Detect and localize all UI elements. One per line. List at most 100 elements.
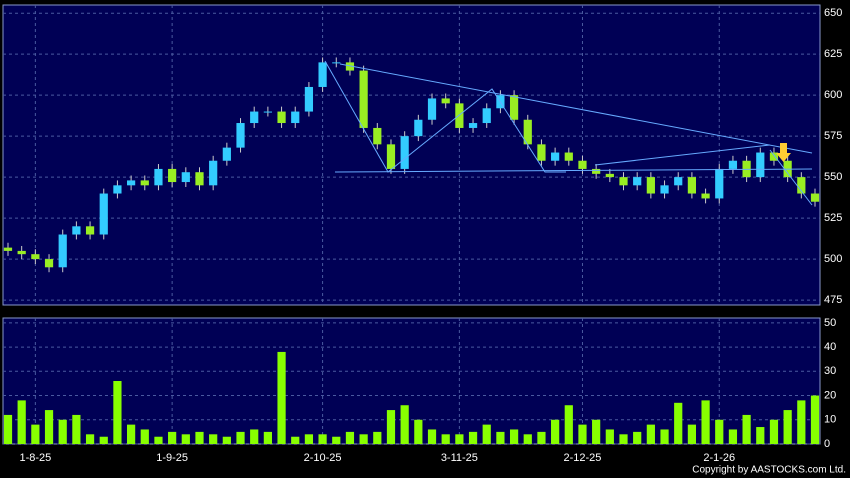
trend-line <box>339 63 813 154</box>
y-tick-label: 10 <box>824 414 836 426</box>
volume-bar <box>660 429 669 444</box>
volume-bar <box>263 431 272 444</box>
candle-body <box>58 234 67 268</box>
x-tick-label: 2-12-25 <box>564 452 602 464</box>
volume-bar <box>3 414 13 444</box>
y-tick-label: 650 <box>824 7 842 19</box>
candle-body <box>674 177 683 186</box>
x-tick-label: 1-8-25 <box>19 452 51 464</box>
volume-bar <box>646 424 655 444</box>
candle-body <box>660 185 669 194</box>
copyright: Copyright by AASTOCKS.com Ltd. <box>692 465 846 476</box>
y-tick-label: 575 <box>824 130 842 142</box>
candle-body <box>687 177 697 194</box>
volume-bar <box>441 434 450 444</box>
candle-body <box>728 160 738 169</box>
candle-body <box>386 144 396 169</box>
candle-body <box>468 123 478 128</box>
volume-bar <box>427 429 437 444</box>
candle-body <box>263 111 272 113</box>
candle-body <box>551 152 560 161</box>
volume-bar <box>619 434 628 444</box>
candle-body <box>400 136 409 169</box>
volume-bar <box>674 402 683 444</box>
candle-body <box>85 226 95 235</box>
volume-bar <box>783 410 792 444</box>
candle-body <box>756 152 765 178</box>
y-tick-label: 600 <box>824 89 842 101</box>
candle-body <box>537 144 546 161</box>
candle-body <box>140 180 149 186</box>
candle-body <box>605 173 614 178</box>
volume-bar <box>728 429 738 444</box>
volume-bar <box>537 431 546 444</box>
candle-body <box>72 226 81 235</box>
candle-body <box>250 111 259 124</box>
volume-bar <box>482 424 491 444</box>
candle-body <box>592 168 601 174</box>
candle-body <box>17 250 26 255</box>
trend-lines <box>324 60 813 206</box>
candle-body <box>113 185 122 194</box>
candle-body <box>345 62 355 71</box>
price-panel <box>2 4 821 306</box>
y-tick-label: 475 <box>824 294 842 306</box>
volume-bar <box>168 431 177 444</box>
y-tick-label: 40 <box>824 341 836 353</box>
candle-body <box>619 177 628 186</box>
candle-body <box>482 108 491 124</box>
volume-panel <box>2 317 821 445</box>
volume-bar <box>99 436 108 444</box>
candle-body <box>195 172 204 186</box>
volume-bar <box>44 410 54 444</box>
volume-bar <box>332 436 341 444</box>
x-tick-label: 2-1-26 <box>703 452 735 464</box>
x-tick-label: 1-9-25 <box>156 452 188 464</box>
volume-bar <box>523 434 532 444</box>
volume-bar <box>222 436 231 444</box>
volume-bar <box>72 414 81 444</box>
volume-bar <box>633 431 642 444</box>
volume-bar <box>578 424 587 444</box>
candle-body <box>578 160 587 169</box>
candle-body <box>564 152 573 161</box>
x-tick-label: 3-11-25 <box>441 452 478 464</box>
candle-body <box>277 111 286 124</box>
volume-bar <box>414 419 423 444</box>
volume-bar <box>359 434 368 444</box>
candle-body <box>810 193 820 202</box>
volume-bar <box>154 436 163 444</box>
x-tick-label: 2-10-25 <box>304 452 342 464</box>
volume-bar <box>797 400 806 444</box>
volume-bar <box>236 431 245 444</box>
candle-body <box>701 193 710 199</box>
candle-body <box>715 168 724 199</box>
volume-bar <box>468 431 478 444</box>
volume-bar <box>742 414 751 444</box>
volume-bar <box>113 381 122 444</box>
volume-bar <box>17 400 26 444</box>
volume-bar <box>126 424 136 444</box>
volume-bar <box>564 405 573 444</box>
volume-bar <box>455 434 464 444</box>
volume-bar <box>496 431 505 444</box>
volume-bar <box>756 427 765 444</box>
volume-bar <box>195 431 204 444</box>
volume-bar <box>592 419 601 444</box>
candle-body <box>236 123 245 148</box>
volume-bar <box>605 429 614 444</box>
volume-bar <box>509 429 519 444</box>
candle-body <box>181 172 190 183</box>
volume-bar <box>250 429 259 444</box>
candle-body <box>209 160 218 186</box>
candle-body <box>291 111 300 124</box>
trend-line <box>769 149 813 206</box>
candle-body <box>427 98 437 120</box>
volume-bar <box>181 434 190 444</box>
volume-bar <box>701 400 710 444</box>
volume-bar <box>345 431 355 444</box>
candle-body <box>633 177 642 186</box>
candle-body <box>373 127 382 145</box>
candle-body <box>304 86 314 112</box>
